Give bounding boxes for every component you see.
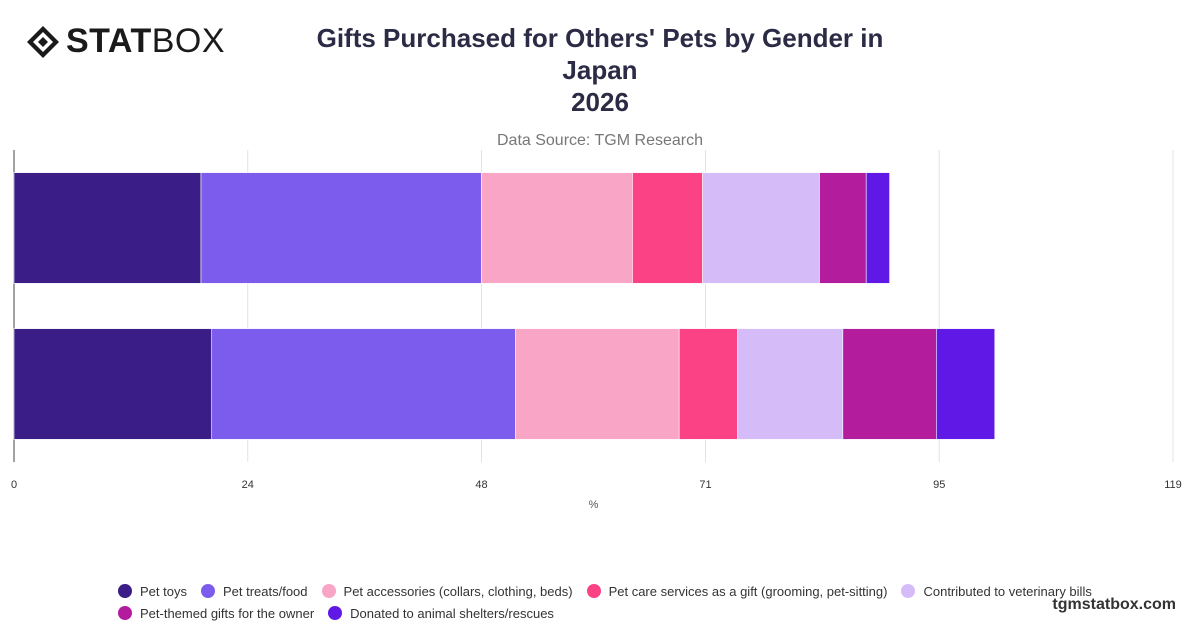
bar-segment [842,328,937,440]
footer-brand: tgmstatbox.com [1052,596,1176,613]
bar-segment [13,328,213,440]
logo-text: STATBOX [66,22,225,61]
legend-label: Pet care services as a gift (grooming, p… [608,583,888,599]
bar-segment [702,172,820,284]
logo-text-light: BOX [151,22,226,60]
legend-swatch [586,584,601,598]
chart-title-line2: 2026 [571,87,629,117]
x-tick-label: 0 [11,479,17,491]
legend-label: Pet-themed gifts for the owner [140,605,315,621]
bar-segment [819,172,867,284]
x-tick-label: 24 [242,479,254,491]
x-tick-label: 119 [1164,479,1182,491]
bar-segment [632,172,703,284]
legend-item[interactable]: Pet-themed gifts for the owner [118,606,314,621]
legend-row: Pet-themed gifts for the owner Donated to… [118,602,1118,624]
bar-segment [865,172,890,284]
legend-swatch [321,584,336,598]
x-axis-label: % [589,499,599,511]
legend-swatch [200,584,215,598]
legend-label: Pet accessories (collars, clothing, beds… [343,583,573,599]
legend-item[interactable]: Pet treats/food [200,583,308,599]
legend-label: Contributed to veterinary bills [923,583,1092,599]
chart-header: Gifts Purchased for Others' Pets by Gend… [280,22,920,150]
bar-segment [481,172,633,284]
bar-segment [737,328,844,440]
legend-swatch [118,606,132,620]
x-tick-label: 95 [933,479,945,491]
legend-item[interactable]: Pet care services as a gift (grooming, p… [586,583,888,599]
legend-item[interactable]: Pet toys [118,584,187,599]
chart-title: Gifts Purchased for Others' Pets by Gend… [280,22,920,118]
legend-label: Pet toys [140,583,187,599]
legend-item[interactable]: Donated to animal shelters/rescues [328,606,554,621]
legend-swatch [118,584,132,598]
chart-title-line1: Gifts Purchased for Others' Pets by Gend… [316,23,884,85]
legend-label: Donated to animal shelters/rescues [350,605,554,621]
chart-legend: Pet toys Pet treats/food Pet accessories (… [118,580,1118,624]
logo-text-bold: STAT [66,22,152,60]
bar-segment [211,328,516,440]
legend-label: Pet treats/food [222,583,308,599]
chart-subtitle: Data Source: TGM Research [496,132,703,149]
diamond-logo-icon [27,25,59,58]
legend-row: Pet toys Pet treats/food Pet accessories (… [118,580,1118,602]
bar-segment [515,328,680,440]
x-tick-label: 71 [699,479,711,491]
legend-item[interactable]: Pet accessories (collars, clothing, beds… [321,583,573,599]
bar-segment [13,172,202,284]
bar-segment [200,172,482,284]
legend-swatch [901,584,916,598]
legend-swatch [328,606,343,620]
legend-item[interactable]: Contributed to veterinary bills [901,583,1092,599]
stacked-bar-chart: 0 24 48 71 95 119% [11,150,1182,511]
bar-segment [936,328,996,440]
x-tick-label: 48 [475,479,487,491]
statbox-logo: STATBOX [26,22,225,61]
bar-segment [678,328,738,440]
